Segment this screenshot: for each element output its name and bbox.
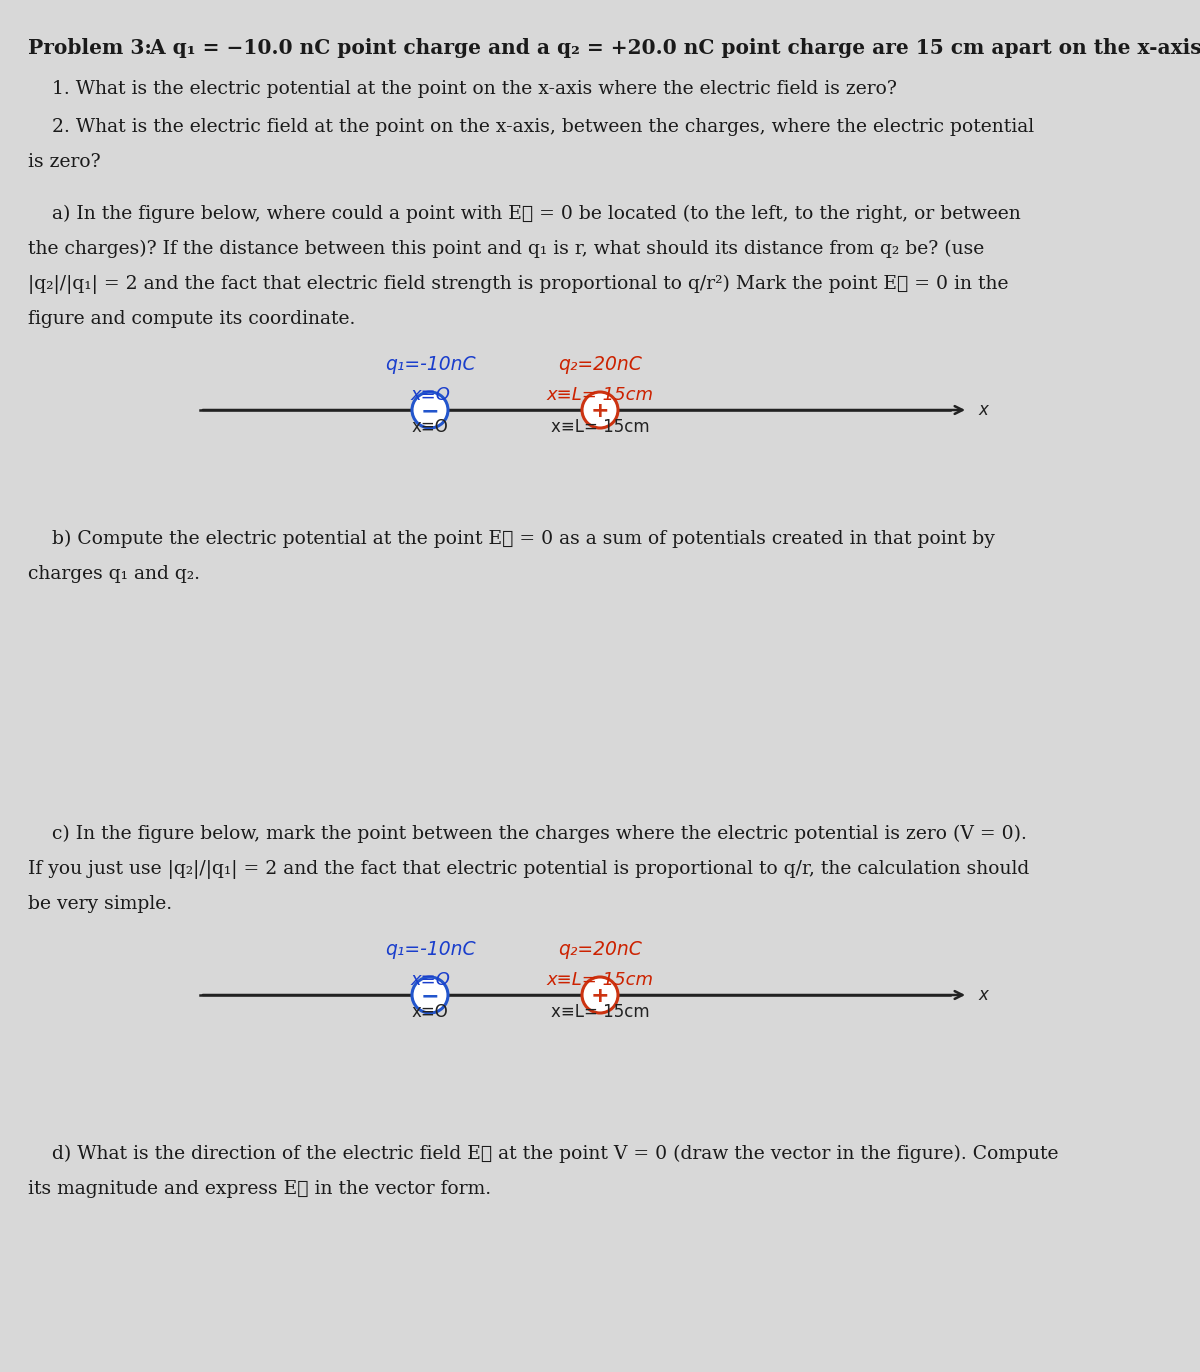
Text: d) What is the direction of the electric field E⃗ at the point V = 0 (draw the v: d) What is the direction of the electric… <box>28 1146 1058 1163</box>
Circle shape <box>582 392 618 428</box>
Text: q₁=-10nC: q₁=-10nC <box>385 355 475 375</box>
Text: the charges)? If the distance between this point and q₁ is r, what should its di: the charges)? If the distance between th… <box>28 240 984 258</box>
Text: x≡O: x≡O <box>412 418 449 436</box>
Text: A q₁ = −10.0 nC point charge and a q₂ = +20.0 nC point charge are 15 cm apart on: A q₁ = −10.0 nC point charge and a q₂ = … <box>143 38 1200 58</box>
Text: x: x <box>978 401 988 418</box>
Text: +: + <box>590 401 610 421</box>
Text: x≡L= 15cm: x≡L= 15cm <box>551 418 649 436</box>
Text: −: − <box>421 401 439 421</box>
Text: figure and compute its coordinate.: figure and compute its coordinate. <box>28 310 355 328</box>
Text: x: x <box>978 986 988 1004</box>
Circle shape <box>582 977 618 1013</box>
Text: c) In the figure below, mark the point between the charges where the electric po: c) In the figure below, mark the point b… <box>28 825 1027 844</box>
Text: 2. What is the electric field at the point on the x-axis, between the charges, w: 2. What is the electric field at the poi… <box>28 118 1034 136</box>
Text: x≡L= 15cm: x≡L= 15cm <box>546 386 654 403</box>
Text: q₂=20nC: q₂=20nC <box>558 940 642 959</box>
Text: q₁=-10nC: q₁=-10nC <box>385 940 475 959</box>
Text: x≡O: x≡O <box>412 1003 449 1021</box>
Text: be very simple.: be very simple. <box>28 895 172 912</box>
Circle shape <box>412 977 448 1013</box>
Text: 1. What is the electric potential at the point on the x-axis where the electric : 1. What is the electric potential at the… <box>28 80 896 97</box>
Text: its magnitude and express E⃗ in the vector form.: its magnitude and express E⃗ in the vect… <box>28 1180 491 1198</box>
Text: a) In the figure below, where could a point with E⃗ = 0 be located (to the left,: a) In the figure below, where could a po… <box>28 204 1021 224</box>
Text: charges q₁ and q₂.: charges q₁ and q₂. <box>28 565 200 583</box>
Text: b) Compute the electric potential at the point E⃗ = 0 as a sum of potentials cre: b) Compute the electric potential at the… <box>28 530 995 549</box>
Text: Problem 3:: Problem 3: <box>28 38 152 58</box>
Text: is zero?: is zero? <box>28 154 101 172</box>
Text: |q₂|/|q₁| = 2 and the fact that electric field strength is proportional to q/r²): |q₂|/|q₁| = 2 and the fact that electric… <box>28 274 1008 294</box>
Text: +: + <box>590 986 610 1006</box>
Text: x≡L= 15cm: x≡L= 15cm <box>551 1003 649 1021</box>
Text: x≡O: x≡O <box>410 971 450 989</box>
Text: −: − <box>421 986 439 1006</box>
Text: x≡O: x≡O <box>410 386 450 403</box>
Text: If you just use |q₂|/|q₁| = 2 and the fact that electric potential is proportion: If you just use |q₂|/|q₁| = 2 and the fa… <box>28 860 1030 879</box>
Text: x≡L= 15cm: x≡L= 15cm <box>546 971 654 989</box>
Circle shape <box>412 392 448 428</box>
Text: q₂=20nC: q₂=20nC <box>558 355 642 375</box>
